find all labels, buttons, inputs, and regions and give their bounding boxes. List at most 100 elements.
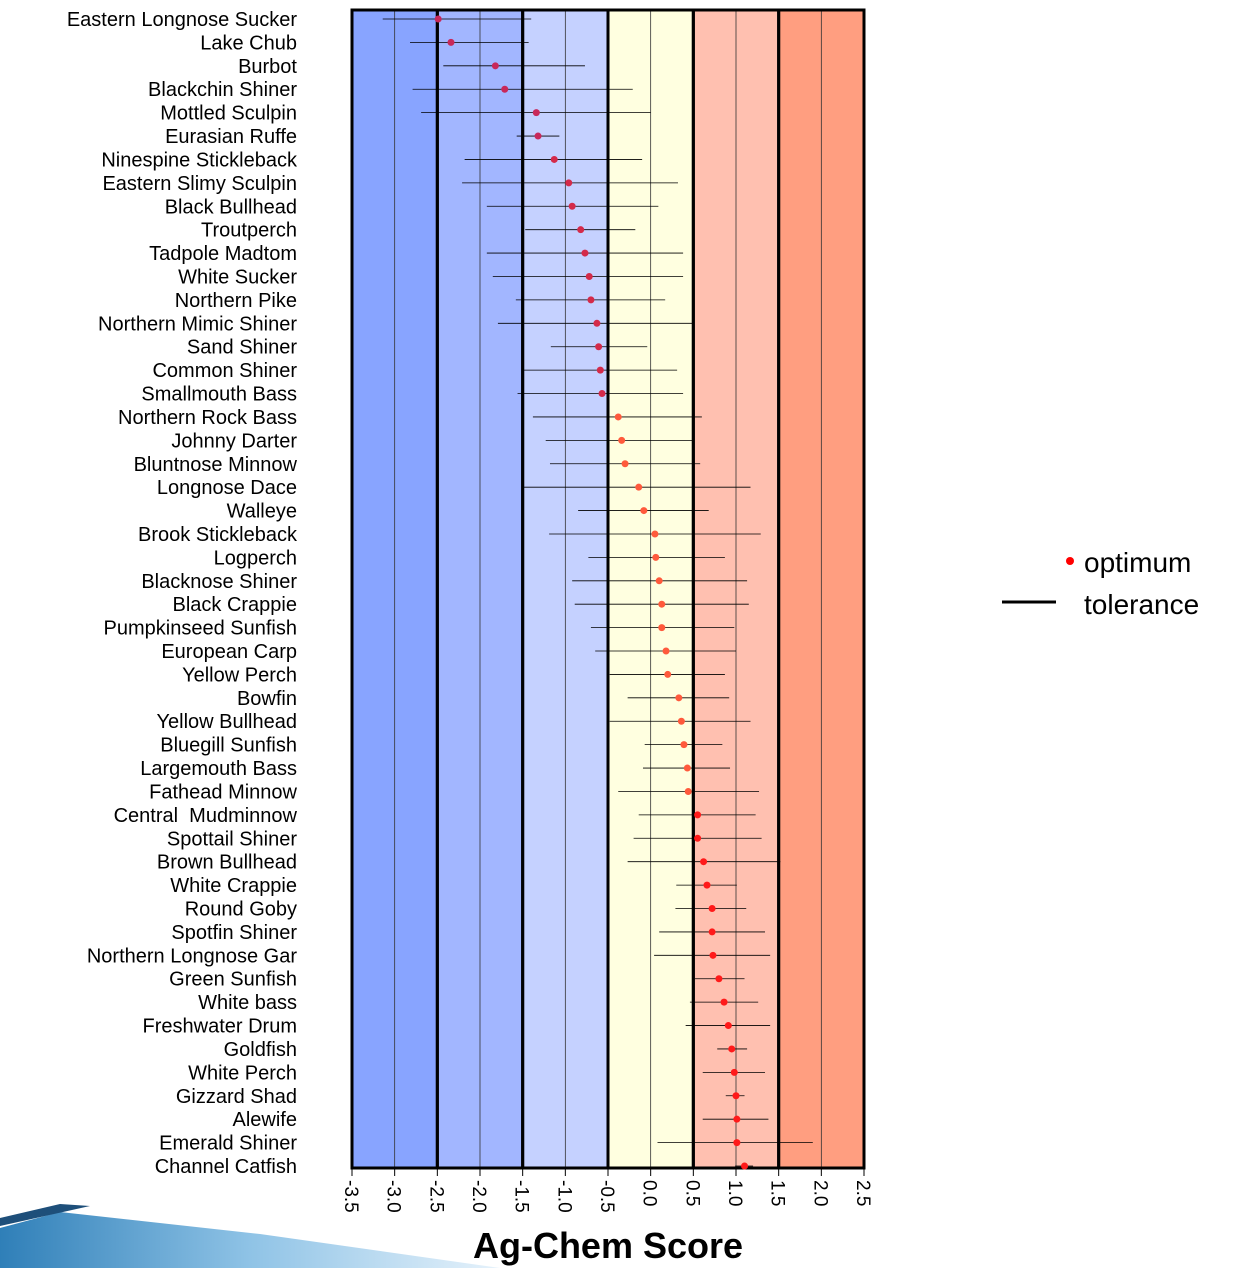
optimum-point xyxy=(680,741,687,748)
decor-swoosh xyxy=(0,1212,500,1268)
y-category-label: Johnny Darter xyxy=(171,430,297,452)
y-category-label: Central Mudminnow xyxy=(114,805,298,827)
y-category-label: Brown Bullhead xyxy=(157,852,297,874)
y-category-label: Gizzard Shad xyxy=(176,1086,297,1108)
optimum-point xyxy=(492,62,499,69)
y-category-label: Troutperch xyxy=(201,220,297,242)
optimum-point xyxy=(725,1022,732,1029)
y-category-label: Black Crappie xyxy=(172,594,297,616)
legend: optimum tolerance xyxy=(1002,547,1199,620)
y-category-label: Common Shiner xyxy=(152,360,297,382)
optimum-point xyxy=(694,811,701,818)
optimum-point xyxy=(658,601,665,608)
y-category-label: Mottled Sculpin xyxy=(160,103,297,125)
optimum-point xyxy=(651,530,658,537)
optimum-point xyxy=(694,835,701,842)
optimum-point xyxy=(663,648,670,655)
optimum-point xyxy=(595,343,602,350)
optimum-point xyxy=(615,413,622,420)
optimum-point xyxy=(581,250,588,257)
y-category-label: Spottail Shiner xyxy=(167,828,297,850)
optimum-point xyxy=(709,928,716,935)
optimum-point xyxy=(656,577,663,584)
y-category-label: Yellow Bullhead xyxy=(157,711,297,733)
optimum-point xyxy=(731,1069,738,1076)
y-category-label: Pumpkinseed Sunfish xyxy=(104,618,297,640)
y-category-label: Round Goby xyxy=(185,899,297,921)
optimum-point xyxy=(658,624,665,631)
optimum-point xyxy=(685,788,692,795)
y-category-label: Tadpole Madtom xyxy=(149,243,297,265)
x-tick-label: -3.5 xyxy=(340,1180,361,1213)
optimum-point xyxy=(700,858,707,865)
optimum-point xyxy=(728,1045,735,1052)
y-category-label: White bass xyxy=(198,992,297,1014)
y-category-label: Green Sunfish xyxy=(169,969,297,991)
y-category-label: Northern Longnose Gar xyxy=(87,945,297,967)
optimum-point xyxy=(664,671,671,678)
x-tick-label: 0.0 xyxy=(639,1180,660,1206)
x-tick-label: -3.0 xyxy=(383,1180,404,1213)
optimum-point xyxy=(501,86,508,93)
x-tick-label: -2.5 xyxy=(425,1180,446,1213)
optimum-point xyxy=(678,718,685,725)
chart: -3.5-3.0-2.5-2.0-1.5-1.0-0.50.00.51.01.5… xyxy=(0,0,1237,1268)
optimum-point xyxy=(733,1139,740,1146)
optimum-point xyxy=(569,203,576,210)
y-category-label: White Crappie xyxy=(170,875,297,897)
y-category-label: Alewife xyxy=(233,1109,297,1131)
optimum-point xyxy=(709,952,716,959)
optimum-point xyxy=(435,16,442,23)
y-category-label: Bluegill Sunfish xyxy=(160,735,297,757)
y-category-label: White Sucker xyxy=(178,266,297,288)
y-category-label: Northern Mimic Shiner xyxy=(98,313,297,335)
y-category-label: Logperch xyxy=(214,547,297,569)
x-tick-label: -1.5 xyxy=(511,1180,532,1213)
optimum-point xyxy=(447,39,454,46)
optimum-point xyxy=(577,226,584,233)
y-category-label: Goldfish xyxy=(224,1039,297,1061)
y-category-label: Yellow Perch xyxy=(182,664,297,686)
y-category-label: Bowfin xyxy=(237,688,297,710)
legend-marker xyxy=(1066,557,1074,565)
y-category-label: Largemouth Bass xyxy=(140,758,297,780)
x-axis-label: Ag-Chem Score xyxy=(473,1225,743,1266)
y-category-label: Eastern Longnose Sucker xyxy=(67,9,297,31)
y-category-label: Northern Rock Bass xyxy=(118,407,297,429)
optimum-point xyxy=(535,133,542,140)
optimum-point xyxy=(533,109,540,116)
y-category-label: White Perch xyxy=(188,1062,297,1084)
optimum-point xyxy=(715,975,722,982)
y-category-label: Black Bullhead xyxy=(165,196,297,218)
y-category-label: Longnose Dace xyxy=(157,477,297,499)
x-tick-label: -1.0 xyxy=(553,1180,574,1213)
optimum-point xyxy=(733,1116,740,1123)
optimum-point xyxy=(684,765,691,772)
optimum-point xyxy=(675,694,682,701)
optimum-point xyxy=(618,437,625,444)
y-category-label: Smallmouth Bass xyxy=(141,384,297,406)
y-category-label: Burbot xyxy=(238,56,297,78)
y-category-label: Sand Shiner xyxy=(187,337,297,359)
y-category-label: Northern Pike xyxy=(175,290,297,312)
optimum-point xyxy=(703,882,710,889)
optimum-point xyxy=(599,390,606,397)
optimum-point xyxy=(597,367,604,374)
x-tick-label: 0.5 xyxy=(681,1180,702,1206)
optimum-point xyxy=(586,273,593,280)
y-category-label: Blackchin Shiner xyxy=(148,79,297,101)
optimum-point xyxy=(709,905,716,912)
y-category-label: Bluntnose Minnow xyxy=(134,454,298,476)
y-category-label: European Carp xyxy=(161,641,297,663)
optimum-point xyxy=(635,484,642,491)
x-tick-label: 2.5 xyxy=(852,1180,873,1206)
x-tick-label: 2.0 xyxy=(809,1180,830,1206)
y-category-label: Blacknose Shiner xyxy=(141,571,297,593)
optimum-point xyxy=(733,1092,740,1099)
optimum-point xyxy=(587,296,594,303)
optimum-point xyxy=(721,999,728,1006)
legend-label: tolerance xyxy=(1084,589,1199,620)
legend-label: optimum xyxy=(1084,547,1191,578)
y-category-label: Emerald Shiner xyxy=(159,1133,297,1155)
y-category-label: Brook Stickleback xyxy=(138,524,298,546)
